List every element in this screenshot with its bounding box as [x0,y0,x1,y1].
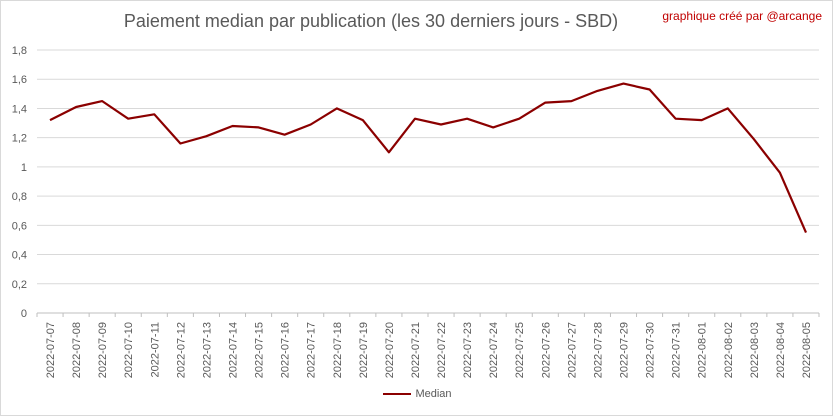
y-tick-label: 1,2 [12,133,27,145]
chart-title: Paiement median par publication (les 30 … [123,11,619,31]
y-tick-label: 0,4 [12,250,27,262]
y-tick-label: 0 [21,308,27,320]
y-tick-label: 1 [21,162,27,174]
y-tick-label: 0,2 [12,279,27,291]
x-tick-label: 2022-07-16 [280,322,292,378]
x-tick-label: 2022-07-25 [514,322,526,378]
y-tick-label: 1,8 [12,45,27,57]
x-tick-label: 2022-07-08 [71,322,83,378]
x-tick-label: 2022-07-29 [619,322,631,378]
x-tick-label: 2022-07-30 [645,322,657,378]
x-tick-label: 2022-07-22 [436,322,448,378]
legend: Median [1,388,833,400]
x-tick-label: 2022-07-09 [97,322,109,378]
x-tick-label: 2022-08-05 [801,322,813,378]
x-tick-label: 2022-07-15 [254,322,266,378]
chart-credit: graphique créé par @arcange [662,9,822,23]
x-tick-label: 2022-07-24 [488,322,500,378]
x-tick-label: 2022-07-23 [462,322,474,378]
series-line-median [49,82,808,234]
x-tick-label: 2022-07-14 [228,322,240,378]
x-tick-label: 2022-08-02 [723,322,735,378]
x-tick-label: 2022-07-13 [201,322,213,378]
legend-swatch-median [383,393,412,395]
x-tick-label: 2022-08-03 [749,322,761,378]
x-tick-label: 2022-07-12 [175,322,187,378]
y-tick-label: 0,8 [12,191,27,203]
x-tick-label: 2022-07-31 [671,322,683,378]
x-tick-label: 2022-07-21 [410,322,422,378]
x-tick-label: 2022-07-26 [540,322,552,378]
x-tick-label: 2022-07-28 [592,322,604,378]
x-tick-label: 2022-07-19 [358,322,370,378]
x-tick-label: 2022-08-01 [697,322,709,378]
x-tick-label: 2022-07-11 [149,322,161,377]
x-tick-label: 2022-07-18 [332,322,344,378]
legend-label-median: Median [415,388,452,400]
y-tick-label: 1,6 [12,74,27,86]
y-tick-label: 0,6 [12,220,27,232]
x-tick-label: 2022-07-17 [306,322,318,378]
y-tick-label: 1,4 [12,103,27,115]
x-tick-label: 2022-08-04 [775,322,787,378]
x-tick-label: 2022-07-07 [45,322,57,378]
x-tick-label: 2022-07-27 [566,322,578,378]
x-tick-label: 2022-07-20 [384,322,396,378]
x-tick-label: 2022-07-10 [123,322,135,378]
